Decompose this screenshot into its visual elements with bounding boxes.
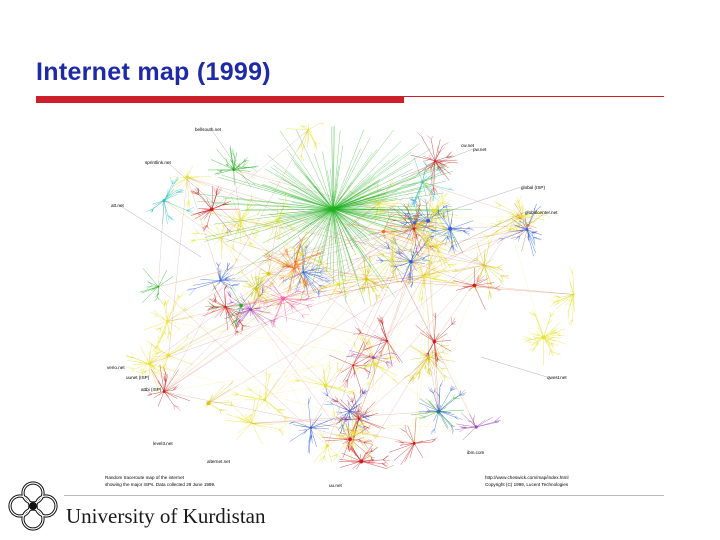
university-name: University of Kurdistan <box>66 504 266 528</box>
title-underline-thin <box>404 96 664 97</box>
map-label: global (ISP) <box>521 185 545 190</box>
map-caption-right: http://www.cheswick.com/map/index.html <box>485 475 568 480</box>
map-caption-left: Random traceroute map of the internet <box>105 475 185 480</box>
map-label: uunet (ISP) <box>126 375 150 380</box>
footer-rule <box>64 495 664 496</box>
map-label: verio.net <box>107 365 125 370</box>
title-underline-thick <box>36 96 404 103</box>
map-label: cw.net <box>461 143 475 148</box>
map-label: level3.net <box>153 441 173 446</box>
map-label: bellsouth.net <box>195 127 222 132</box>
map-label: att.net <box>111 203 124 208</box>
map-label: globalcenter.net <box>525 210 558 215</box>
map-label: attbi (ISP) <box>141 387 162 392</box>
map-label: qwest.net <box>547 375 567 380</box>
map-label: pw.net <box>473 147 487 152</box>
map-label: alternet.net <box>207 459 231 464</box>
slide-title: Internet map (1999) <box>36 58 271 86</box>
map-caption-right: Copyright (C) 1999, Lucent Technologies <box>485 482 569 487</box>
map-caption-left: showing the major ISPs. Data collected 2… <box>105 482 215 487</box>
map-label: uu.net <box>329 483 342 488</box>
internet-map-graphic: bellsouth.net pw.net sprintlink.net glob… <box>105 123 575 488</box>
map-label: ibm.com <box>467 450 485 455</box>
internet-map-image: bellsouth.net pw.net sprintlink.net glob… <box>101 107 582 492</box>
university-emblem-icon <box>8 481 58 531</box>
map-label: sprintlink.net <box>145 160 172 165</box>
